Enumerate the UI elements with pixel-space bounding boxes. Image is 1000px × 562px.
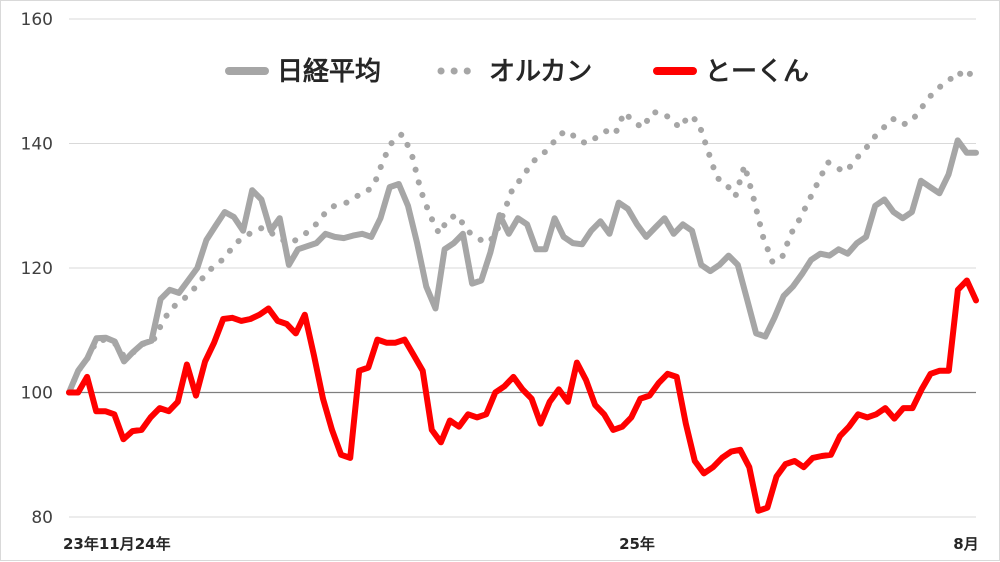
y-tick-label: 100 [21, 384, 53, 404]
x-tick-label: 23年11月24年 [63, 535, 171, 553]
y-tick-label: 160 [21, 10, 53, 30]
legend-label: とーくん [705, 57, 809, 87]
series-line-0 [66, 137, 979, 396]
x-axis-ticks: 23年11月24年 25年 8月 [63, 535, 979, 553]
grid-lines [69, 18, 976, 518]
y-tick-label: 140 [21, 135, 53, 155]
y-tick-label: 80 [31, 508, 53, 528]
series-line-1 [66, 62, 979, 396]
legend-label: 日経平均 [277, 56, 381, 87]
y-tick-label: 120 [21, 259, 53, 279]
x-tick-label: 25年 [619, 535, 655, 553]
legend-label: オルカン [489, 57, 592, 87]
legend: 日経平均 オルカン とーくん [225, 56, 809, 87]
series-line-2 [66, 277, 979, 514]
series-lines [66, 62, 979, 514]
x-tick-label: 8月 [953, 535, 978, 553]
y-axis-ticks: 80 100 120 140 160 [21, 10, 53, 528]
